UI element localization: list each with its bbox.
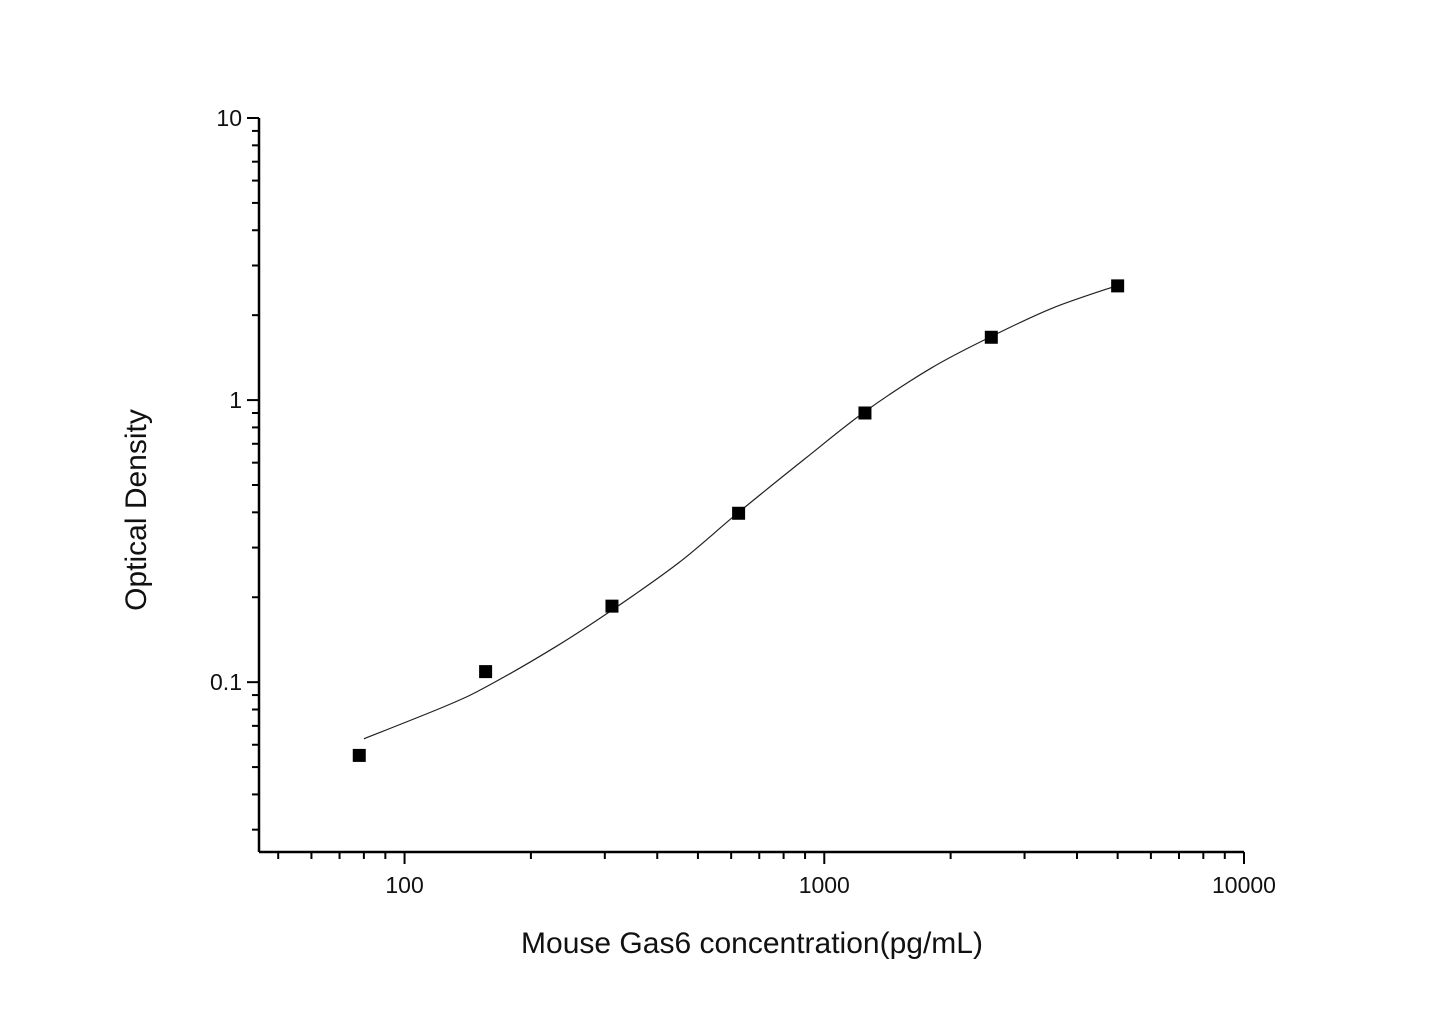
x-axis-title: Mouse Gas6 concentration(pg/mL) <box>521 927 983 960</box>
y-axis-title: Optical Density <box>120 409 153 611</box>
data-point <box>1111 279 1125 293</box>
data-point <box>352 748 366 762</box>
y-tick-label: 0.1 <box>210 669 242 695</box>
data-point <box>605 599 619 613</box>
data-points <box>352 279 1125 762</box>
x-tick-label: 100 <box>385 872 423 898</box>
data-point <box>858 406 872 420</box>
data-point <box>479 665 493 679</box>
x-tick-label: 1000 <box>799 872 850 898</box>
axes <box>257 118 1244 854</box>
x-tick-label: 10000 <box>1212 872 1276 898</box>
y-tick-label: 10 <box>216 105 242 131</box>
data-point <box>732 506 746 520</box>
ticks: 100 1000 10000 0.1 1 10 <box>210 105 1276 898</box>
data-point <box>984 330 998 344</box>
y-tick-label: 1 <box>229 387 242 413</box>
